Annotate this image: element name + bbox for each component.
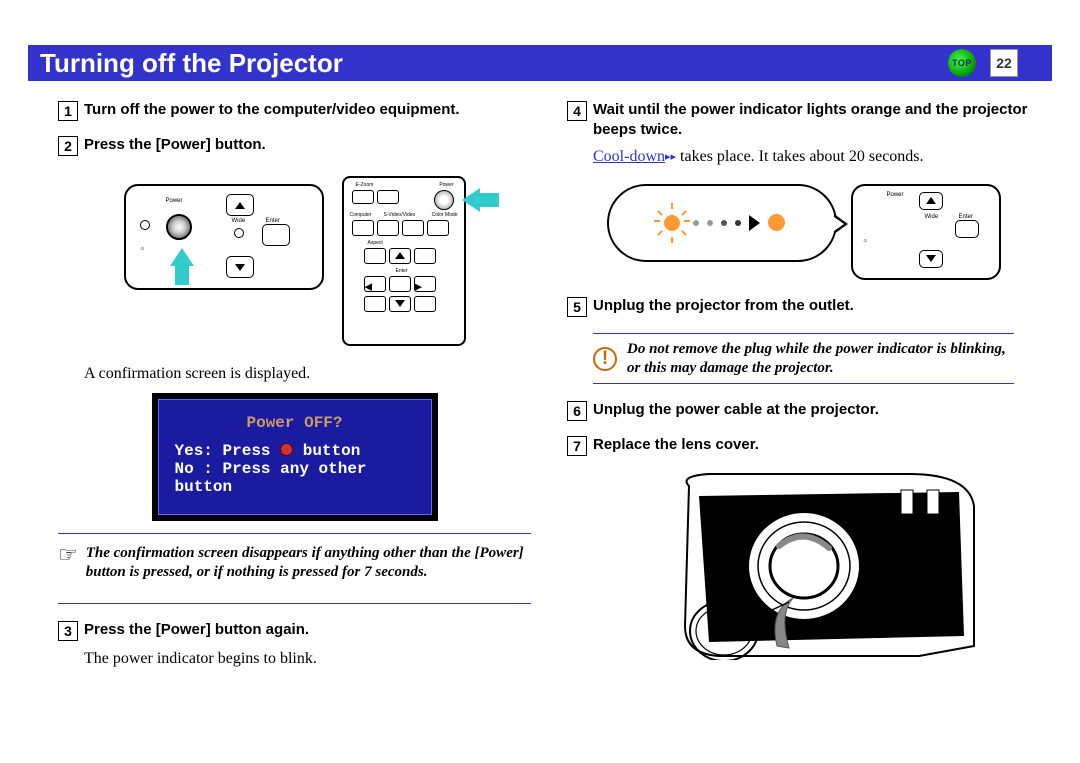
- mini-panel-illustration: Power Wide Enter ☼: [851, 184, 1001, 280]
- step-text-5: Unplug the projector from the outlet.: [593, 296, 854, 316]
- indicator-diagram: Power Wide Enter ☼: [593, 184, 1014, 280]
- step-3: 3 Press the [Power] button again.: [58, 620, 531, 641]
- tip-box: ☞ The confirmation screen disappears if …: [58, 544, 531, 582]
- step-text-3: Press the [Power] button again.: [84, 620, 309, 640]
- lens-cover-svg: [629, 466, 979, 660]
- caution-text: Do not remove the plug while the power i…: [627, 340, 1014, 378]
- step-text-1: Turn off the power to the computer/video…: [84, 100, 460, 120]
- right-column: 4 Wait until the power indicator lights …: [567, 100, 1040, 743]
- controls-diagram: Power Wide Enter ☼ E-Zoom Power: [84, 176, 505, 346]
- step-2-body: A confirmation screen is displayed.: [84, 364, 531, 385]
- step-number-1: 1: [58, 101, 78, 121]
- step-number-7: 7: [567, 436, 587, 456]
- pointing-hand-icon: ☞: [58, 544, 78, 566]
- confirmation-screen: Power OFF? Yes: Press button No : Press …: [152, 393, 438, 521]
- red-dot-icon: [280, 443, 293, 456]
- remote-illustration: E-Zoom Power Computer S-Video/Video Colo…: [342, 176, 466, 346]
- tip-text: The confirmation screen disappears if an…: [86, 544, 531, 582]
- step-text-4: Wait until the power indicator lights or…: [593, 100, 1040, 139]
- caution-box: ! Do not remove the plug while the power…: [593, 340, 1014, 378]
- title-bar: Turning off the Projector TOP 22: [28, 45, 1052, 81]
- top-link-button[interactable]: TOP: [948, 49, 976, 77]
- control-panel-illustration: Power Wide Enter ☼: [124, 184, 324, 290]
- step-4: 4 Wait until the power indicator lights …: [567, 100, 1040, 139]
- step-text-7: Replace the lens cover.: [593, 435, 759, 455]
- steady-led-icon: [768, 214, 785, 231]
- lens-cover-diagram: [593, 466, 1014, 660]
- panel-power-button: [166, 214, 192, 240]
- pointer-arrow-remote: [462, 188, 480, 212]
- page-number: 22: [990, 49, 1018, 77]
- caution-icon: !: [593, 347, 617, 371]
- blinking-led-icon: [659, 210, 685, 236]
- indicator-bubble: [607, 184, 837, 262]
- step-2: 2 Press the [Power] button.: [58, 135, 531, 156]
- step-text-6: Unplug the power cable at the projector.: [593, 400, 879, 420]
- step-number-4: 4: [567, 101, 587, 121]
- step-3-body: The power indicator begins to blink.: [84, 649, 531, 670]
- cooldown-link[interactable]: Cool-down: [593, 148, 665, 165]
- step-number-3: 3: [58, 621, 78, 641]
- step-1: 1 Turn off the power to the computer/vid…: [58, 100, 531, 121]
- step-7: 7 Replace the lens cover.: [567, 435, 1040, 456]
- page-title: Turning off the Projector: [28, 48, 343, 79]
- pointer-arrow-panel: [170, 248, 194, 266]
- step-number-6: 6: [567, 401, 587, 421]
- step-4-body: Cool-down▸▸ takes place. It takes about …: [593, 147, 1040, 168]
- confirm-title: Power OFF?: [175, 414, 415, 432]
- triangle-right-icon: [749, 215, 760, 231]
- link-arrows-icon: ▸▸: [665, 151, 676, 163]
- step-6: 6 Unplug the power cable at the projecto…: [567, 400, 1040, 421]
- step-text-2: Press the [Power] button.: [84, 135, 266, 155]
- remote-power-button: [434, 190, 454, 210]
- step-number-5: 5: [567, 297, 587, 317]
- confirm-yes-line: Yes: Press button: [175, 442, 415, 460]
- confirm-no-line: No : Press any other button: [175, 460, 415, 496]
- step-number-2: 2: [58, 136, 78, 156]
- step-5: 5 Unplug the projector from the outlet.: [567, 296, 1040, 317]
- left-column: 1 Turn off the power to the computer/vid…: [58, 100, 531, 743]
